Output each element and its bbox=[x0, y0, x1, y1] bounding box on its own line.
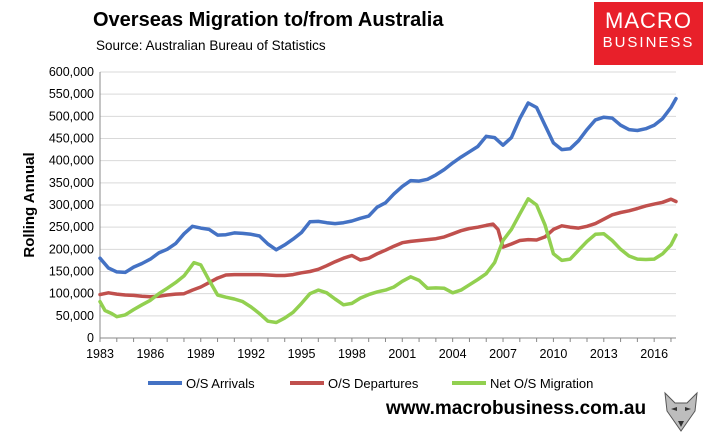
logo-line-1: MACRO bbox=[605, 8, 692, 33]
x-tick-label: 1989 bbox=[187, 347, 215, 361]
y-tick-label: 350,000 bbox=[49, 176, 94, 190]
series-line-net-o-s-migration bbox=[98, 197, 678, 325]
website-url: www.macrobusiness.com.au bbox=[386, 398, 647, 419]
y-tick-label: 200,000 bbox=[49, 242, 94, 256]
y-tick-label: 250,000 bbox=[49, 220, 94, 234]
series-lines bbox=[98, 96, 678, 325]
legend: O/S Arrivals O/S Departures Net O/S Migrat… bbox=[148, 376, 593, 391]
x-tick-label: 1998 bbox=[338, 347, 366, 361]
x-tick-label: 2001 bbox=[388, 347, 416, 361]
y-tick-label: 50,000 bbox=[56, 309, 94, 323]
y-tick-label: 400,000 bbox=[49, 154, 94, 168]
series-line-o-s-arrivals bbox=[98, 96, 678, 275]
x-tick-label: 1986 bbox=[136, 347, 164, 361]
y-tick-label: 500,000 bbox=[49, 109, 94, 123]
x-tick-label: 1992 bbox=[237, 347, 265, 361]
x-tick-label: 1983 bbox=[86, 347, 114, 361]
legend-label-net-o-s-migration: Net O/S Migration bbox=[490, 376, 593, 391]
chart-title: Overseas Migration to/from Australia bbox=[93, 9, 444, 31]
y-tick-label: 0 bbox=[87, 331, 94, 345]
x-tick-label: 2007 bbox=[489, 347, 517, 361]
y-tick-label: 100,000 bbox=[49, 287, 94, 301]
y-tick-labels: 0 50,000 100,000 150,000 200,000 250,000 300,0… bbox=[49, 65, 94, 345]
x-tick-label: 2004 bbox=[439, 347, 467, 361]
x-tick-label: 2013 bbox=[590, 347, 618, 361]
logo-line-2: BUSINESS bbox=[602, 34, 695, 51]
fox-mascot-icon bbox=[664, 391, 698, 432]
y-tick-label: 450,000 bbox=[49, 132, 94, 146]
grid-lines bbox=[100, 71, 676, 317]
y-axis-title: Rolling Annual bbox=[21, 152, 38, 257]
macrobusiness-logo: MACRO BUSINESS bbox=[594, 2, 703, 65]
legend-label-o-s-arrivals: O/S Arrivals bbox=[186, 376, 255, 391]
y-tick-label: 550,000 bbox=[49, 87, 94, 101]
series-line-o-s-departures bbox=[98, 197, 678, 299]
x-tick-label: 2016 bbox=[640, 347, 668, 361]
x-tick-label: 2010 bbox=[540, 347, 568, 361]
y-tick-label: 600,000 bbox=[49, 65, 94, 79]
chart-subtitle: Source: Australian Bureau of Statistics bbox=[96, 38, 326, 53]
x-tick-label: 1995 bbox=[288, 347, 316, 361]
y-tick-label: 150,000 bbox=[49, 265, 94, 279]
y-tick-label: 300,000 bbox=[49, 198, 94, 212]
x-tick-labels: 1983 1986 1989 1992 1995 1998 2001 2004 2007 2010… bbox=[86, 347, 668, 361]
legend-label-o-s-departures: O/S Departures bbox=[328, 376, 419, 391]
x-tick-marks bbox=[99, 338, 672, 342]
